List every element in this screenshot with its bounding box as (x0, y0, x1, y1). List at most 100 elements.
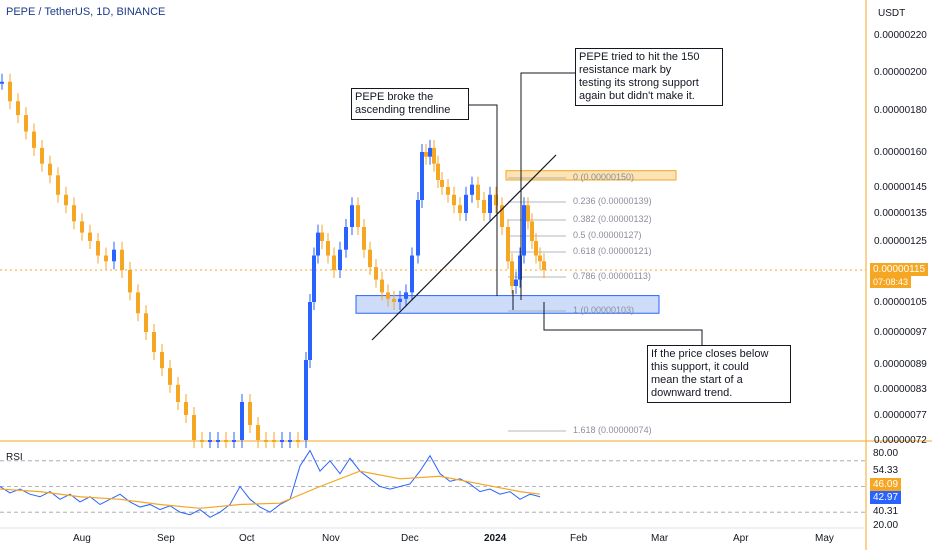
candle-body (500, 205, 504, 227)
candle-body (0, 81, 4, 84)
candle-body (452, 194, 456, 206)
y-tick-label: 0.00000083 (874, 384, 927, 395)
annotation-trendline-break[interactable]: PEPE broke the ascending trendline (351, 88, 469, 120)
candle-body (362, 227, 366, 250)
x-tick-label: May (815, 533, 834, 544)
y-tick-label: 0.00000135 (874, 208, 927, 219)
x-tick-label: Feb (570, 533, 588, 544)
candle-body (494, 194, 498, 206)
candle-body (518, 255, 522, 280)
candle-body (416, 200, 420, 256)
connector-3 (543, 302, 703, 345)
x-tick-label: 2024 (484, 533, 507, 544)
candle-body (432, 147, 436, 164)
candle-body (488, 194, 492, 213)
candle-body (374, 267, 378, 280)
candle-body (72, 205, 76, 222)
candle-body (368, 249, 372, 268)
candle-body (356, 205, 360, 227)
candle-body (380, 279, 384, 293)
candle-body (338, 249, 342, 270)
fib-label: 0.786 (0.00000113) (573, 271, 651, 281)
candle-body (522, 205, 526, 256)
candle-body (530, 221, 534, 241)
candle-body (436, 163, 440, 180)
candle-body (240, 402, 244, 440)
x-tick-label: Aug (73, 533, 91, 544)
rsi-ma-line (0, 470, 541, 509)
y-tick-label: 0.00000072 (874, 435, 927, 446)
fib-label: 1.618 (0.00000074) (573, 425, 652, 435)
candle-body (288, 440, 292, 442)
candle-body (332, 255, 336, 270)
candle-body (526, 205, 530, 222)
x-tick-label: Dec (401, 533, 419, 544)
candle-body (476, 184, 480, 200)
candle-body (192, 415, 196, 440)
y-tick-label: 0.00000125 (874, 236, 927, 247)
candle-body (320, 232, 324, 241)
candle-body (482, 200, 486, 213)
resistance-zone (505, 170, 677, 181)
candle-body (168, 368, 172, 385)
last-price-tag: 0.00000115 (870, 263, 929, 276)
candle-body (344, 227, 348, 250)
candle-body (120, 249, 124, 270)
candle-body (296, 440, 300, 442)
rsi-value: 42.97 (870, 491, 902, 504)
candle-body (136, 292, 140, 314)
y-tick-label: 0.00000105 (874, 297, 927, 308)
candle-body (256, 425, 260, 440)
candle-body (458, 205, 462, 213)
y-tick-label: 0.00000160 (874, 147, 927, 158)
candle-body (216, 440, 220, 442)
annotation-support-warning[interactable]: If the price closes below this support, … (647, 345, 791, 403)
candle-body (470, 184, 474, 195)
candle-body (326, 241, 330, 256)
fib-label: 0.618 (0.00000121) (573, 246, 652, 256)
candle-body (280, 440, 284, 442)
candle-body (514, 279, 518, 286)
candle-body (48, 163, 52, 176)
candle-body (64, 194, 68, 206)
candle-body (96, 241, 100, 256)
candle-body (152, 332, 156, 352)
y-tick-label: 0.00000077 (874, 410, 927, 421)
x-tick-label: Sep (157, 533, 175, 544)
candle-body (80, 221, 84, 233)
x-tick-label: Apr (733, 533, 749, 544)
rsi-level-80: 80.00 (870, 447, 902, 460)
candle-body (312, 255, 316, 302)
candle-body (40, 147, 44, 164)
candle-body (248, 402, 252, 425)
candle-body (264, 440, 268, 442)
candle-body (184, 402, 188, 415)
rsi-level-upper: 54.33 (870, 464, 902, 477)
fib-label: 0.5 (0.00000127) (573, 230, 642, 240)
connector-1 (461, 104, 498, 296)
candle-body (428, 147, 432, 157)
annotation-resistance-test[interactable]: PEPE tried to hit the 150 resistance mar… (575, 48, 723, 106)
candle-body (144, 313, 148, 332)
candle-body (538, 255, 542, 262)
candle-body (24, 115, 28, 132)
countdown-tag: 07:08:43 (870, 276, 912, 288)
candle-body (208, 440, 212, 442)
candle-body (272, 440, 276, 442)
candle-body (506, 227, 510, 262)
candle-body (392, 298, 396, 302)
candle-body (308, 302, 312, 360)
candle-body (316, 232, 320, 256)
candle-body (464, 194, 468, 213)
rsi-title[interactable]: RSI (6, 452, 23, 463)
y-tick-label: 0.00000200 (874, 67, 927, 78)
candle-body (404, 292, 408, 299)
candle-body (534, 241, 538, 256)
candle-body (542, 261, 546, 270)
support-zone (355, 295, 660, 314)
currency-label[interactable]: USDT (878, 8, 906, 19)
y-tick-label: 0.00000089 (874, 359, 927, 370)
candle-body (386, 292, 390, 299)
